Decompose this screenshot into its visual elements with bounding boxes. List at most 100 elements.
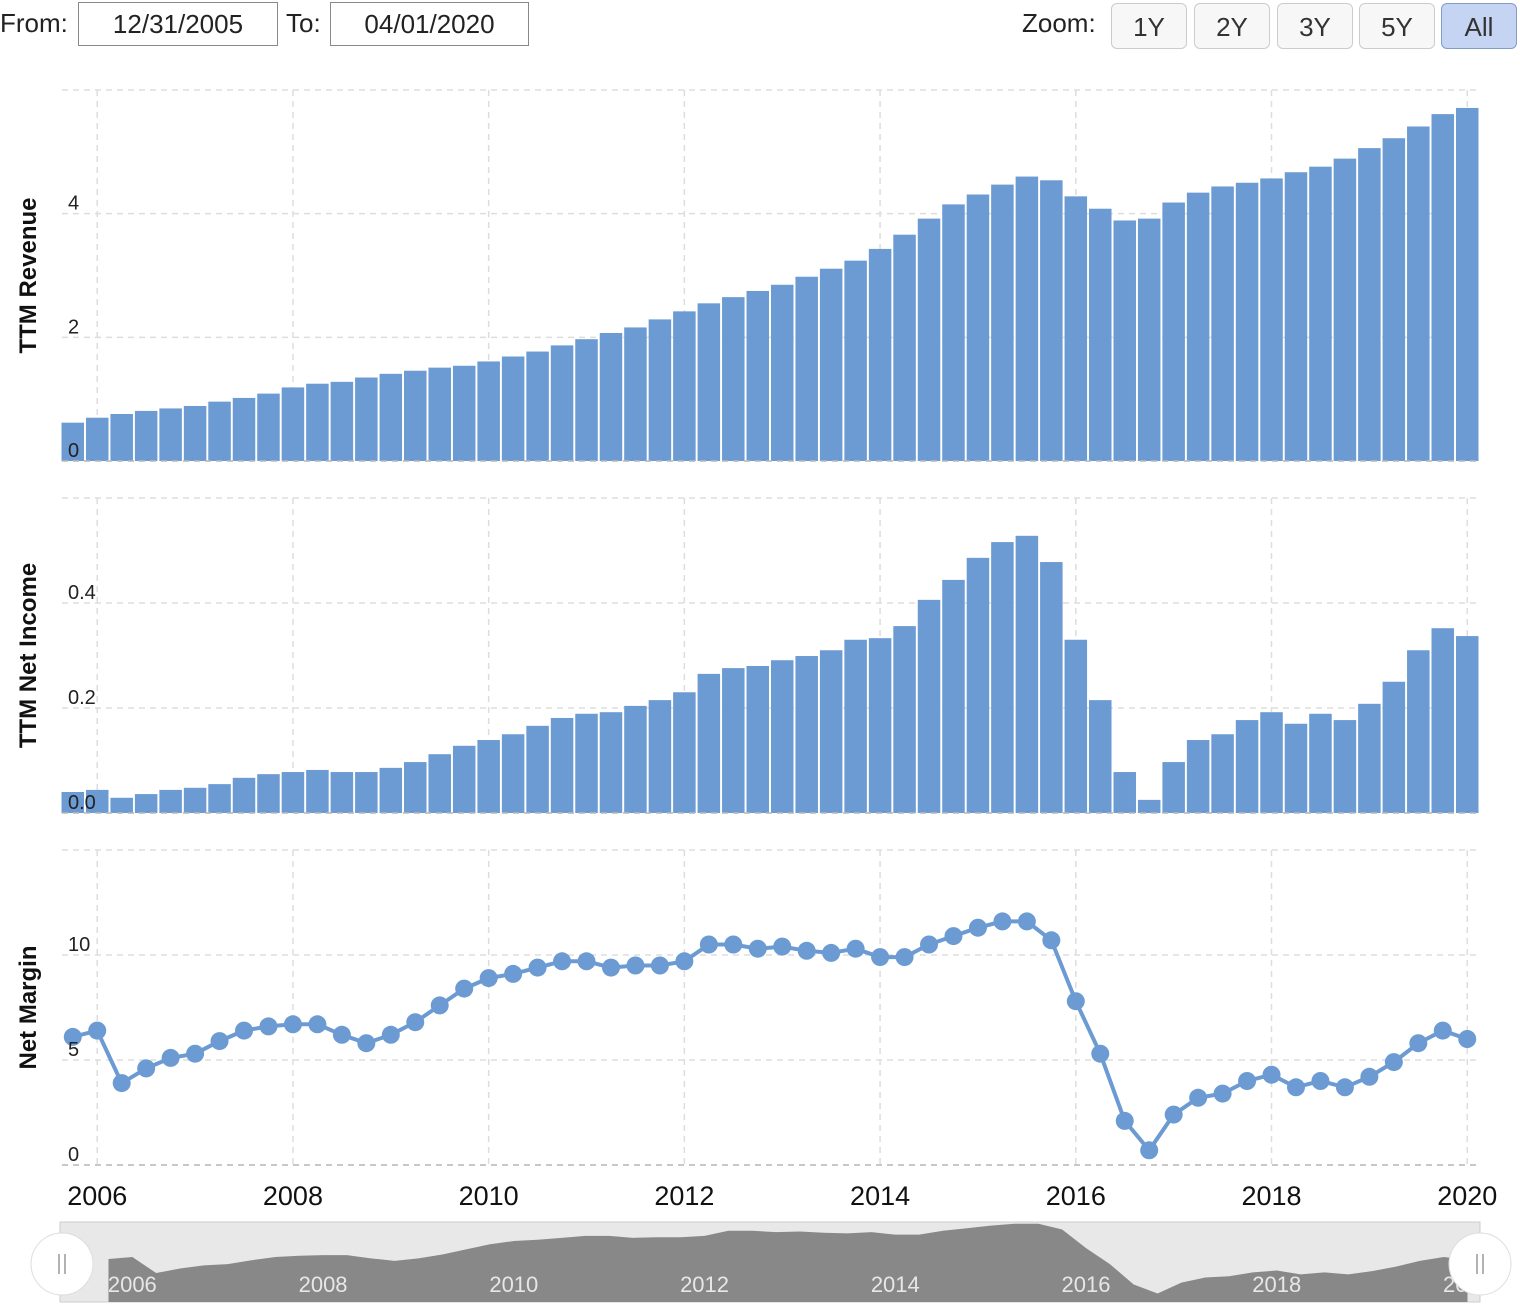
navigator-tick-label: 2006 <box>108 1272 157 1297</box>
point <box>430 996 449 1015</box>
bar <box>917 218 941 461</box>
to-input[interactable]: 04/01/2020 <box>330 2 529 46</box>
bar <box>1407 126 1430 462</box>
zoom-label: Zoom: <box>1022 8 1096 38</box>
navigator-handle[interactable] <box>1448 1232 1512 1296</box>
point <box>1189 1088 1208 1107</box>
bar <box>257 393 280 461</box>
point <box>1409 1034 1428 1053</box>
point <box>968 918 987 937</box>
bar <box>819 650 843 813</box>
bar <box>330 772 354 813</box>
point <box>357 1034 376 1053</box>
navigator-handle[interactable] <box>30 1232 94 1296</box>
bar <box>770 660 794 813</box>
bar <box>208 401 231 461</box>
point <box>553 952 572 971</box>
y-tick-label: 4 <box>68 193 79 215</box>
bar <box>599 712 623 813</box>
point <box>601 958 620 977</box>
bar <box>1162 762 1185 813</box>
bar <box>355 772 378 813</box>
navigator-area <box>108 1223 1468 1302</box>
bar <box>868 248 892 461</box>
bar <box>1309 166 1332 461</box>
y-axis-title: TTM Revenue <box>15 197 42 353</box>
from-input[interactable]: 12/31/2005 <box>78 2 278 46</box>
zoom-button[interactable]: 2Y <box>1194 3 1270 49</box>
y-tick-label: 0 <box>68 1144 79 1166</box>
zoom-button[interactable]: All <box>1441 3 1517 49</box>
zoom-button[interactable]: 1Y <box>1111 3 1187 49</box>
bar <box>1186 192 1210 462</box>
bar <box>1015 176 1039 462</box>
point <box>504 964 523 983</box>
point <box>161 1048 180 1067</box>
point <box>63 1027 82 1046</box>
bar <box>746 290 770 461</box>
bar <box>1260 712 1283 813</box>
point <box>1384 1053 1403 1072</box>
bar <box>1089 700 1112 813</box>
bar <box>966 557 990 813</box>
bar <box>1407 650 1430 813</box>
bar <box>991 542 1014 813</box>
point <box>528 958 547 977</box>
bar <box>942 204 965 461</box>
bar <box>1382 681 1406 813</box>
zoom-button[interactable]: 3Y <box>1277 3 1353 49</box>
bar <box>183 787 207 813</box>
point <box>993 912 1012 931</box>
point <box>920 935 939 954</box>
point <box>88 1021 107 1040</box>
point <box>1164 1105 1183 1124</box>
point <box>1286 1078 1305 1097</box>
bar <box>868 638 892 813</box>
bar <box>1186 740 1210 813</box>
bar <box>526 351 549 461</box>
bar <box>917 599 941 813</box>
to-label: To: <box>286 8 321 38</box>
bar <box>306 769 329 813</box>
bar <box>575 339 598 461</box>
navigator-tick-label: 2018 <box>1252 1272 1301 1297</box>
navigator-tick-label: 2012 <box>680 1272 729 1297</box>
point <box>626 956 645 975</box>
bar <box>1358 148 1381 461</box>
point <box>1115 1111 1134 1130</box>
bar <box>183 405 207 461</box>
point <box>773 937 792 956</box>
point <box>283 1015 302 1034</box>
bar <box>85 789 109 813</box>
bar <box>893 234 916 461</box>
bar <box>404 762 427 813</box>
bar <box>232 777 256 813</box>
bar <box>257 774 280 813</box>
point <box>1360 1067 1379 1086</box>
bar <box>575 713 598 813</box>
navigator-tick-label: 2014 <box>871 1272 920 1297</box>
bar <box>501 734 525 813</box>
point <box>1335 1078 1354 1097</box>
y-tick-label: 0 <box>68 440 79 462</box>
bar <box>1089 208 1112 461</box>
point <box>1213 1084 1232 1103</box>
bar <box>1040 562 1063 813</box>
point <box>1042 931 1061 950</box>
bar <box>648 319 672 461</box>
bar <box>1137 218 1161 461</box>
bar <box>404 370 427 461</box>
x-tick-label: 2016 <box>1046 1181 1106 1211</box>
zoom-button[interactable]: 5Y <box>1359 3 1435 49</box>
bar <box>893 626 916 813</box>
bar <box>1333 720 1357 813</box>
y-tick-label: 10 <box>68 934 90 956</box>
bar <box>819 268 843 461</box>
bar <box>1260 178 1283 461</box>
point <box>1140 1141 1159 1160</box>
bar <box>428 367 451 461</box>
bar <box>1284 172 1308 461</box>
bar <box>1137 799 1161 813</box>
